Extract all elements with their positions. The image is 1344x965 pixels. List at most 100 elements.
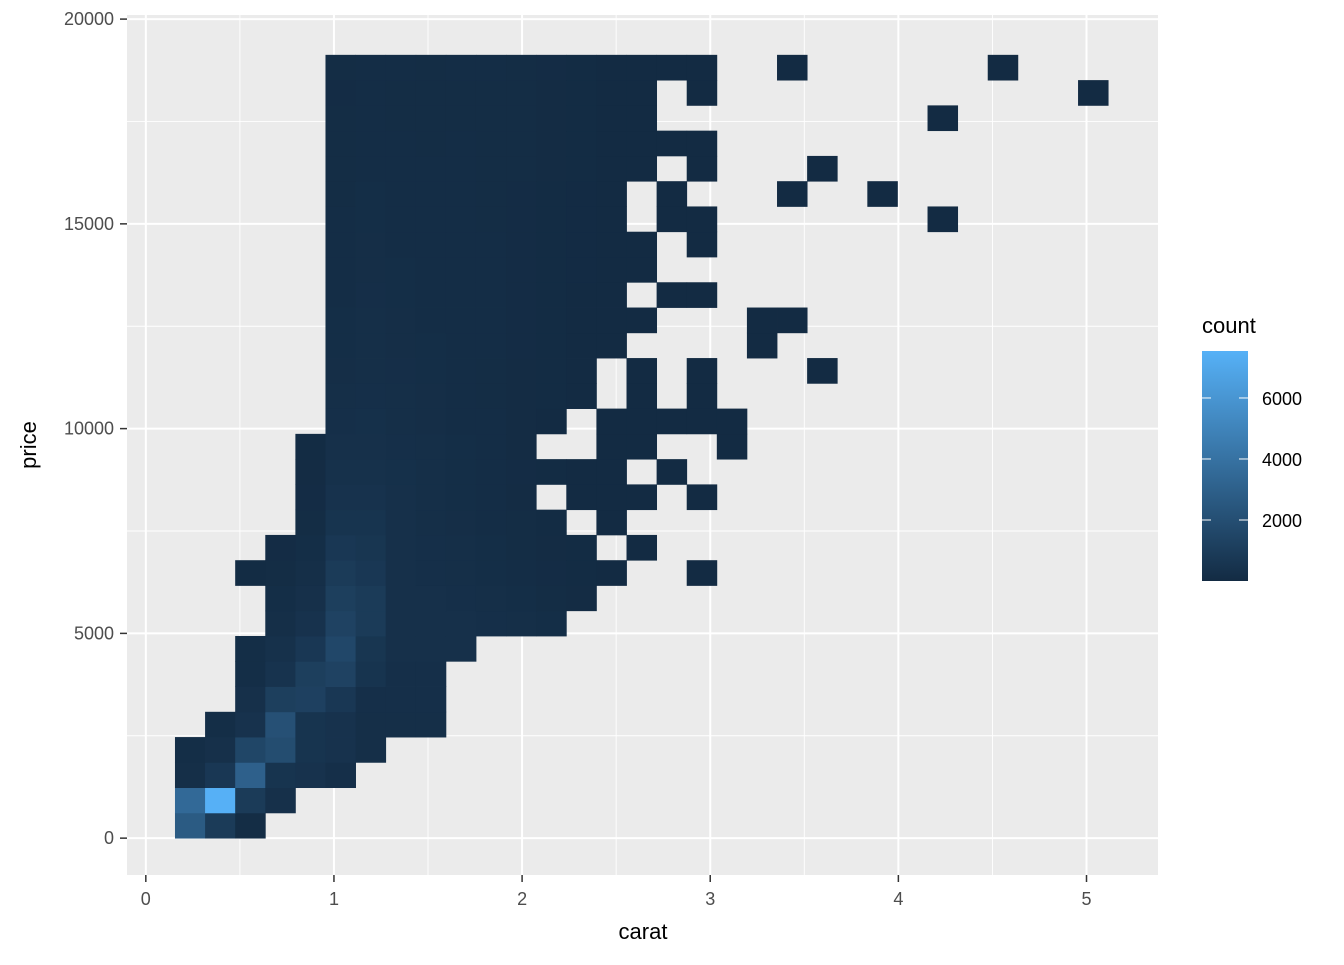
heatmap-cell	[265, 534, 296, 561]
heatmap-cell	[445, 560, 477, 586]
heatmap-cell	[475, 509, 507, 536]
heatmap-cell	[536, 155, 567, 182]
heatmap-cell	[445, 358, 477, 384]
legend-tick-label: 4000	[1262, 450, 1302, 470]
heatmap-cell	[325, 231, 356, 258]
heatmap-cell	[566, 206, 597, 233]
heatmap-cell	[536, 358, 567, 384]
heatmap-cell	[987, 54, 1019, 81]
heatmap-cell	[295, 762, 326, 789]
heatmap-cell	[445, 484, 477, 511]
heatmap-cell	[325, 358, 356, 384]
heatmap-cell	[807, 155, 838, 182]
heatmap-cell	[355, 282, 387, 308]
heatmap-cell	[235, 812, 266, 839]
heatmap-cell	[415, 54, 447, 81]
heatmap-cell	[295, 433, 326, 460]
x-axis-title: carat	[619, 919, 668, 944]
heatmap-cell	[596, 155, 627, 182]
heatmap-cell	[385, 661, 417, 687]
heatmap-cell	[415, 585, 447, 612]
heatmap-cell	[716, 408, 748, 435]
heatmap-cell	[536, 181, 567, 207]
heatmap-cell	[656, 408, 688, 435]
heatmap-cell	[536, 231, 567, 258]
heatmap-cell	[506, 433, 537, 460]
heatmap-cell	[325, 686, 356, 713]
heatmap-cell	[867, 181, 898, 207]
heatmap-cell	[325, 433, 356, 460]
heatmap-cell	[385, 686, 417, 713]
heatmap-cell	[385, 459, 417, 485]
heatmap-cell	[536, 256, 567, 283]
heatmap-cell	[746, 332, 778, 359]
heatmap-cell	[686, 560, 718, 586]
heatmap-cell	[777, 54, 808, 81]
heatmap-cell	[536, 408, 567, 435]
heatmap-cell	[415, 383, 447, 409]
heatmap-cell	[325, 256, 356, 283]
heatmap-cell	[325, 383, 356, 409]
heatmap-cell	[415, 358, 447, 384]
heatmap-cell	[355, 383, 387, 409]
heatmap-cell	[385, 256, 417, 283]
heatmap-cell	[325, 181, 356, 207]
heatmap-cell	[536, 534, 567, 561]
heatmap-cell	[355, 686, 387, 713]
heatmap-cell	[265, 711, 296, 738]
heatmap-cell	[415, 206, 447, 233]
heatmap-cell	[415, 181, 447, 207]
heatmap-cell	[596, 408, 627, 435]
heatmap-cell	[475, 80, 507, 106]
legend-colorbar	[1202, 351, 1248, 581]
heatmap-cell	[626, 433, 658, 460]
heatmap-cell	[355, 231, 387, 258]
heatmap-cell	[927, 206, 959, 233]
heatmap-cell	[686, 358, 718, 384]
heatmap-cell	[385, 80, 417, 106]
heatmap-cell	[566, 307, 597, 334]
heatmap-cell	[415, 711, 447, 738]
heatmap-cell	[626, 155, 658, 182]
heatmap-cell	[205, 711, 236, 738]
heatmap-cell	[626, 408, 658, 435]
heatmap-cell	[626, 484, 658, 511]
heatmap-cell	[355, 130, 387, 157]
heatmap-cell	[385, 206, 417, 233]
heatmap-cell	[265, 610, 296, 637]
x-tick-label: 5	[1081, 889, 1091, 909]
heatmap-cell	[415, 509, 447, 536]
heatmap-cell	[445, 282, 477, 308]
heatmap-cell	[777, 181, 808, 207]
heatmap-cell	[596, 256, 627, 283]
heatmap-cell	[295, 610, 326, 637]
heatmap-cell	[355, 509, 387, 536]
heatmap-cell	[445, 130, 477, 157]
heatmap-cell	[536, 459, 567, 485]
heatmap-cell	[385, 484, 417, 511]
heatmap-cell	[596, 130, 627, 157]
heatmap-cell	[295, 534, 326, 561]
heatmap-cell	[355, 534, 387, 561]
heatmap-cell	[596, 484, 627, 511]
heatmap-cell	[475, 433, 507, 460]
heatmap-cell	[445, 636, 477, 662]
heatmap-cell	[355, 408, 387, 435]
heatmap-cell	[506, 130, 537, 157]
heatmap-cell	[536, 130, 567, 157]
heatmap-cell	[235, 686, 266, 713]
heatmap-cell	[506, 256, 537, 283]
heatmap-cell	[415, 408, 447, 435]
heatmap-cell	[536, 560, 567, 586]
heatmap-cell	[325, 560, 356, 586]
heatmap-cell	[385, 509, 417, 536]
heatmap-cell	[325, 636, 356, 662]
heatmap-cell	[506, 332, 537, 359]
heatmap-cell	[415, 610, 447, 637]
heatmap-cell	[205, 737, 236, 763]
heatmap-cell	[626, 358, 658, 384]
heatmap-cell	[807, 358, 838, 384]
heatmap-cell	[506, 155, 537, 182]
heatmap-cell	[265, 636, 296, 662]
legend-ticks: 2000 4000 6000	[1202, 389, 1302, 531]
